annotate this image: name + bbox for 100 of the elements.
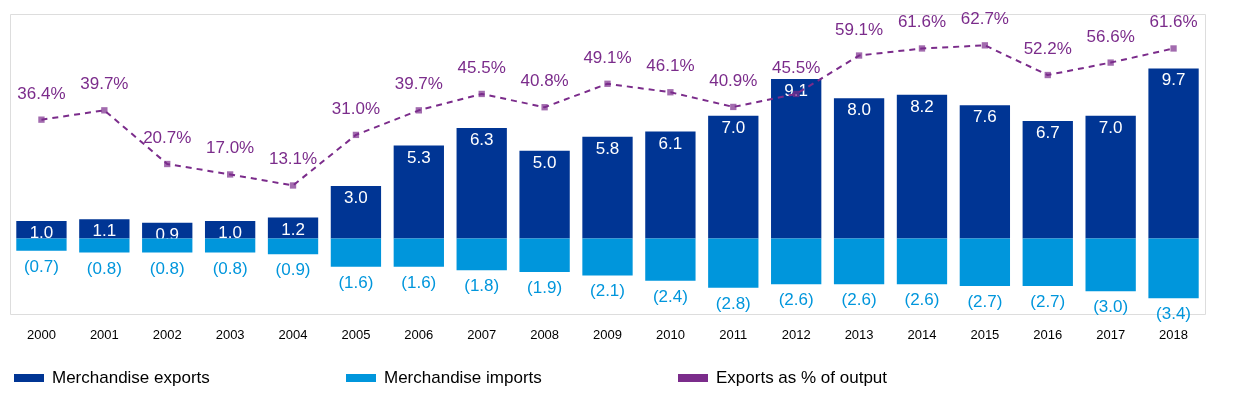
data-label: 5.8 (595, 138, 620, 158)
bar (1085, 115, 1136, 239)
data-label: 8.0 (847, 100, 871, 120)
data-label: (2.4) (652, 286, 688, 306)
bar (393, 238, 444, 267)
point (352, 131, 360, 139)
x-tick-label: 2008 (530, 326, 560, 342)
bar (456, 238, 507, 271)
data-label: (2.1) (590, 281, 625, 301)
x-tick-label: 2014 (907, 326, 937, 342)
x-tick-label: 2006 (404, 326, 434, 342)
bar (1148, 68, 1199, 239)
point (101, 107, 108, 114)
data-label: (0.8) (149, 258, 185, 278)
data-label: 59.1% (834, 19, 884, 39)
bar (79, 219, 130, 239)
bar (330, 238, 382, 267)
bar (896, 94, 948, 239)
data-label: 1.1 (92, 221, 117, 241)
x-tick-label: 2016 (1033, 326, 1063, 342)
data-label: (0.8) (212, 258, 248, 278)
point (164, 160, 171, 168)
data-label: 6.3 (469, 130, 494, 150)
data-label: 1.0 (218, 223, 242, 243)
data-label: (2.6) (841, 290, 877, 310)
data-label: 5.3 (407, 147, 431, 167)
bar (582, 136, 633, 239)
data-label: (0.7) (23, 256, 59, 276)
bar (1022, 238, 1073, 286)
legend-label: Merchandise exports (52, 368, 210, 387)
data-label: 39.7% (394, 74, 443, 94)
data-label: 39.7% (80, 74, 129, 94)
data-label: 7.0 (1098, 117, 1123, 137)
x-tick-label: 2015 (970, 326, 1000, 342)
point (855, 52, 863, 59)
data-label: 45.5% (772, 57, 821, 77)
data-label: 40.8% (520, 71, 569, 91)
point (1044, 71, 1051, 79)
data-label: 31.0% (331, 98, 381, 118)
bar (519, 150, 570, 239)
bar (330, 185, 382, 239)
data-label: (2.7) (1030, 291, 1066, 311)
data-label: 61.6% (1149, 12, 1198, 32)
point (289, 182, 297, 189)
bar (1148, 238, 1199, 299)
x-tick-label: 2017 (1096, 326, 1126, 342)
x-tick-label: 2010 (655, 326, 685, 342)
point (604, 80, 611, 87)
data-label: (1.6) (338, 272, 374, 292)
data-label: 7.6 (973, 107, 997, 127)
point (730, 103, 737, 111)
bar (833, 98, 885, 239)
data-label: 7.0 (721, 117, 746, 137)
data-label: 40.9% (709, 70, 758, 90)
point (38, 116, 45, 123)
bar (1022, 121, 1073, 239)
x-tick-label: 2009 (593, 326, 622, 342)
data-label: 17.0% (206, 138, 255, 158)
data-label: 3.0 (344, 187, 368, 207)
data-label: (1.6) (401, 272, 437, 292)
bar (393, 145, 444, 239)
data-label: 52.2% (1023, 39, 1072, 59)
data-label: (1.9) (527, 277, 563, 297)
x-tick-label: 2000 (26, 326, 56, 342)
data-label: (1.8) (464, 276, 500, 296)
bar (1085, 238, 1136, 292)
legend-label: Merchandise imports (384, 368, 542, 387)
x-tick-label: 2007 (467, 326, 497, 342)
bar (959, 105, 1011, 239)
point (1170, 45, 1177, 52)
bar (519, 238, 570, 272)
point (541, 104, 548, 111)
data-label: (0.9) (275, 260, 311, 280)
x-tick-label: 2002 (152, 326, 182, 342)
data-label: (3.0) (1093, 297, 1129, 317)
data-label: 8.2 (910, 96, 934, 116)
point (1107, 59, 1114, 66)
bar (708, 238, 759, 288)
x-tick-label: 2011 (719, 326, 748, 342)
data-label: 6.7 (1035, 123, 1060, 143)
bar (833, 238, 885, 285)
data-label: 49.1% (583, 47, 632, 67)
bar (645, 238, 696, 281)
data-label: 46.1% (646, 56, 695, 76)
data-label: 1.2 (281, 219, 305, 239)
x-tick-label: 2001 (89, 326, 119, 342)
point (226, 171, 234, 178)
data-label: 20.7% (143, 128, 192, 147)
data-label: 36.4% (17, 83, 66, 103)
bar (16, 221, 67, 239)
data-label: 62.7% (960, 9, 1009, 29)
bar (79, 238, 130, 253)
bar (708, 115, 759, 239)
data-label: 6.1 (658, 133, 683, 153)
data-label: (2.6) (904, 290, 940, 310)
data-label: 61.6% (897, 12, 947, 32)
bar (267, 238, 319, 255)
bar (645, 131, 696, 239)
x-tick-label: 2013 (844, 326, 874, 342)
bar (16, 238, 67, 251)
